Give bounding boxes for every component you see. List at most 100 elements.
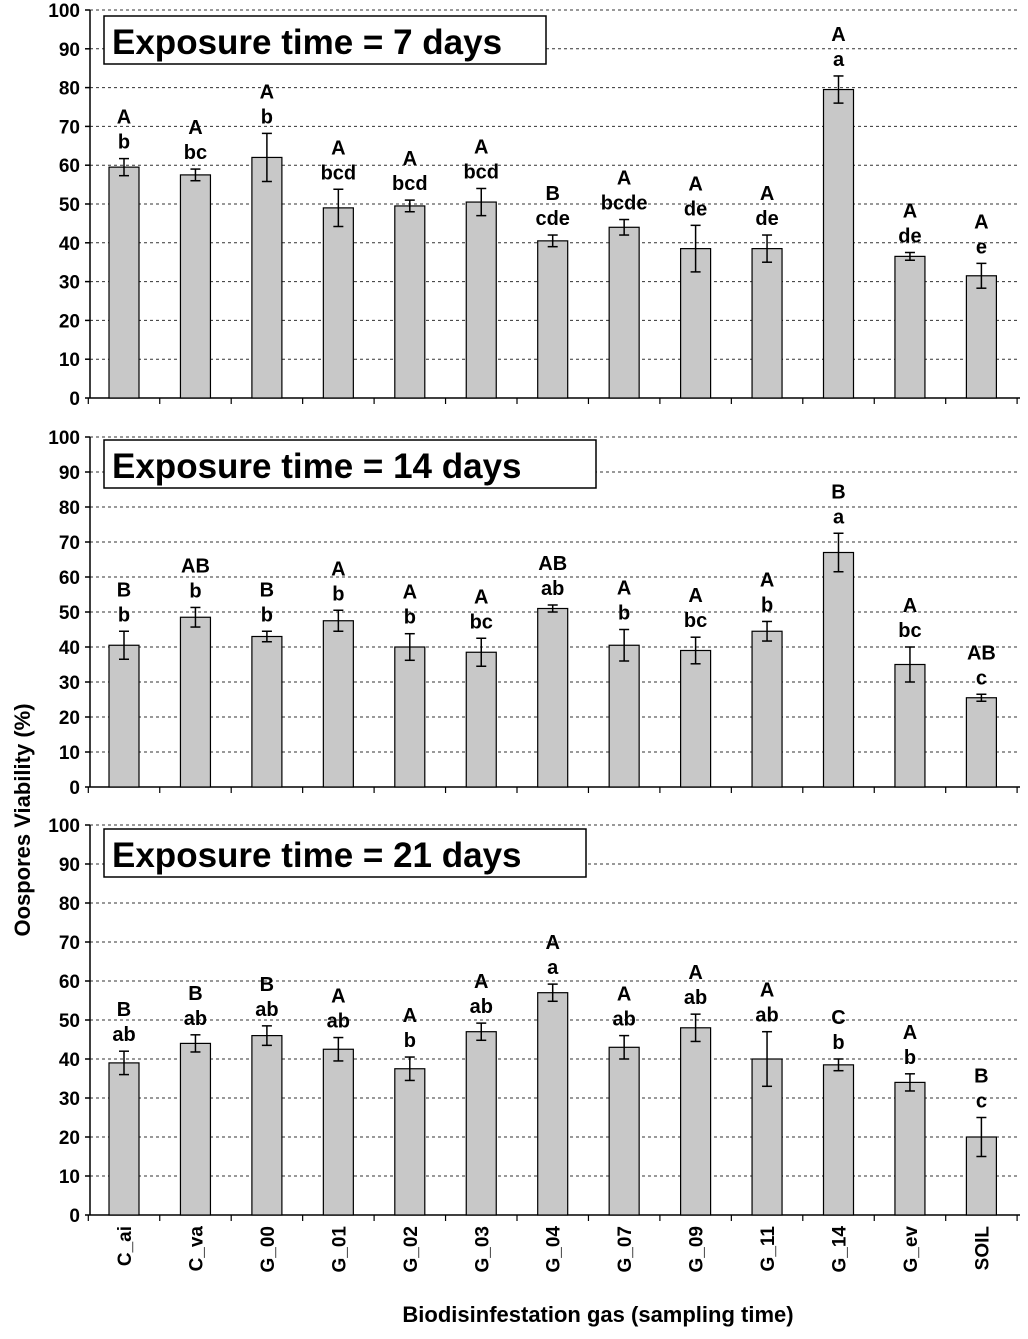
y-tick-label: 10 <box>59 743 80 764</box>
upper-letter-label: B <box>974 1066 988 1088</box>
bar-G_01 <box>322 207 354 399</box>
y-tick-label: 30 <box>59 673 80 694</box>
bar-G_00 <box>251 1034 283 1216</box>
chart-title-box <box>103 439 597 489</box>
upper-letter-label: A <box>403 148 417 170</box>
lower-letter-label: bc <box>898 620 921 642</box>
lower-letter-label: b <box>332 583 344 605</box>
bar-C_ai <box>108 644 140 788</box>
bar-G_03 <box>465 201 497 399</box>
x-category-label-group: G_01 <box>329 1226 350 1273</box>
upper-letter-label: AB <box>538 553 567 575</box>
bar-G_04 <box>537 240 569 399</box>
lower-letter-label: bc <box>684 610 707 632</box>
upper-letter-label: B <box>188 983 202 1005</box>
lower-letter-label: b <box>618 603 630 625</box>
x-category-label-group: G_ev <box>901 1226 922 1273</box>
y-tick-label: 100 <box>48 1 80 22</box>
lower-letter-label: b <box>404 607 416 629</box>
bar-C_ai <box>108 166 140 399</box>
x-category-label-group: G_02 <box>401 1226 422 1272</box>
lower-letter-label: b <box>118 132 130 154</box>
upper-letter-label: A <box>188 117 202 139</box>
y-tick-label: 40 <box>59 638 80 659</box>
bar-G_ev <box>894 1081 926 1216</box>
upper-letter-label: A <box>331 558 345 580</box>
y-tick-label: 20 <box>59 708 80 729</box>
upper-letter-label: A <box>331 986 345 1008</box>
y-tick-label: 90 <box>59 463 80 484</box>
bar-G_02 <box>394 646 426 788</box>
x-category-label: C_ai <box>115 1226 136 1266</box>
x-category-label-group: C_va <box>186 1226 207 1272</box>
upper-letter-label: B <box>545 183 559 205</box>
upper-letter-label: A <box>117 107 131 129</box>
upper-letter-label: A <box>474 586 488 608</box>
chart-title-box <box>103 828 587 878</box>
lower-letter-label: bc <box>184 142 207 164</box>
x-category-label: G_07 <box>615 1226 636 1272</box>
upper-letter-label: A <box>617 168 631 190</box>
bar-G_07 <box>608 226 640 399</box>
x-category-label-group: G_14 <box>830 1226 851 1273</box>
upper-letter-label: A <box>903 201 917 223</box>
lower-letter-label: bcde <box>601 193 648 215</box>
bar-G_09 <box>679 248 712 399</box>
bar-G_ev <box>894 255 926 399</box>
y-tick-label: 10 <box>59 350 80 371</box>
y-tick-label: 80 <box>59 79 80 100</box>
lower-letter-label: bcd <box>321 162 357 184</box>
lower-letter-label: b <box>261 106 273 128</box>
y-tick-label: 50 <box>59 603 80 624</box>
y-tick-label: 40 <box>59 234 80 255</box>
lower-letter-label: e <box>976 236 987 258</box>
x-category-label: SOIL <box>972 1226 993 1271</box>
y-tick-label: 80 <box>59 498 80 519</box>
bar-G_03 <box>465 651 497 788</box>
x-category-label: G_11 <box>758 1226 779 1272</box>
x-category-label: G_03 <box>472 1226 493 1272</box>
lower-letter-label: bcd <box>463 161 499 183</box>
y-tick-label: 20 <box>59 311 80 332</box>
y-tick-label: 20 <box>59 1128 80 1149</box>
lower-letter-label: bcd <box>392 173 428 195</box>
bar-G_00 <box>251 156 283 399</box>
upper-letter-label: B <box>831 481 845 503</box>
lower-letter-label: ab <box>184 1008 207 1030</box>
y-tick-label: 10 <box>59 1167 80 1188</box>
bar-G_07 <box>608 1046 640 1216</box>
bar-C_va <box>179 616 212 788</box>
chart-title-box <box>103 15 547 65</box>
bar-G_04 <box>537 992 569 1216</box>
y-tick-label: 80 <box>59 894 80 915</box>
lower-letter-label: b <box>904 1047 916 1069</box>
x-category-label: G_09 <box>687 1226 708 1272</box>
bar-G_ev <box>894 663 926 788</box>
bar-SOIL <box>965 697 998 788</box>
upper-letter-label: A <box>617 984 631 1006</box>
x-category-label: G_01 <box>329 1226 350 1273</box>
y-tick-label: 70 <box>59 117 80 138</box>
lower-letter-label: ab <box>684 987 707 1009</box>
bar-SOIL <box>965 275 998 399</box>
lower-letter-label: a <box>547 957 559 979</box>
lower-letter-label: c <box>976 1091 987 1113</box>
upper-letter-label: A <box>688 962 702 984</box>
lower-letter-label: ab <box>112 1024 135 1046</box>
bar-G_04 <box>537 607 569 788</box>
lower-letter-label: ab <box>327 1011 350 1033</box>
upper-letter-label: A <box>474 136 488 158</box>
bar-G_07 <box>608 644 640 788</box>
lower-letter-label: bc <box>470 611 493 633</box>
bar-C_va <box>179 174 212 399</box>
upper-letter-label: A <box>474 971 488 993</box>
upper-letter-label: B <box>117 579 131 601</box>
bar-G_02 <box>394 205 426 399</box>
x-category-label-group: G_04 <box>544 1226 565 1273</box>
lower-letter-label: b <box>404 1030 416 1052</box>
lower-letter-label: de <box>684 198 707 220</box>
upper-letter-label: A <box>903 595 917 617</box>
